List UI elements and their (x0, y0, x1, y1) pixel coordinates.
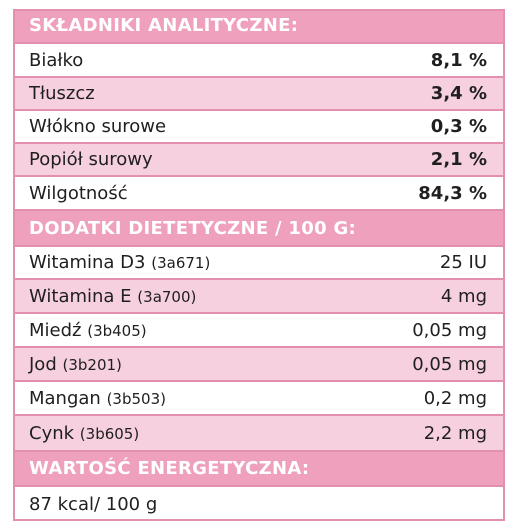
additive-code: (3b605) (79, 424, 140, 443)
analytical-header-label: SKŁADNIKI ANALITYCZNE: (29, 15, 299, 36)
row-value: 3,4 % (430, 83, 487, 104)
row-value: 4 mg (440, 285, 487, 307)
additive-code: (3a671) (151, 254, 211, 272)
row-value: 0,05 mg (412, 353, 487, 375)
additives-row-manganese: Mangan (3b503) 0,2 mg (13, 382, 505, 416)
analytical-row-protein: Białko 8,1 % (13, 44, 505, 78)
row-value: 0,05 mg (412, 319, 487, 341)
row-label: Witamina E (3a700) (29, 286, 196, 307)
additives-row-vitamin-e: Witamina E (3a700) 4 mg (13, 280, 505, 314)
additives-row-copper: Miedź (3b405) 0,05 mg (13, 314, 505, 348)
row-value: 2,1 % (430, 149, 487, 170)
additive-code: (3b405) (87, 321, 147, 340)
row-value: 2,2 mg (423, 422, 487, 444)
analytical-row-fibre: Włókno surowe 0,3 % (13, 111, 505, 144)
analytical-header: SKŁADNIKI ANALITYCZNE: (13, 9, 505, 44)
additive-name: Cynk (29, 422, 75, 444)
additive-code: (3b201) (62, 355, 122, 374)
energy-value: 87 kcal/ 100 g (29, 493, 158, 515)
row-value: 25 IU (439, 252, 487, 273)
row-label: Tłuszcz (29, 83, 95, 104)
energy-header-label: WARTOŚĆ ENERGETYCZNA: (29, 458, 310, 479)
analytical-row-moisture: Wilgotność 84,3 % (13, 177, 505, 211)
row-label: Mangan (3b503) (29, 388, 166, 409)
row-label: Cynk (3b605) (29, 423, 139, 444)
row-label: Witamina D3 (3a671) (29, 252, 210, 273)
additive-code: (3b503) (106, 389, 166, 408)
additive-name: Miedź (29, 319, 82, 341)
additives-row-zinc: Cynk (3b605) 2,2 mg (13, 416, 505, 452)
additive-name: Witamina D3 (29, 252, 146, 273)
additive-name: Witamina E (29, 285, 132, 307)
additive-name: Jod (29, 353, 57, 375)
analytical-row-ash: Popiół surowy 2,1 % (13, 144, 505, 177)
additives-row-iodine: Jod (3b201) 0,05 mg (13, 348, 505, 382)
analytical-row-fat: Tłuszcz 3,4 % (13, 78, 505, 111)
additive-code: (3a700) (137, 287, 197, 306)
nutrition-table: SKŁADNIKI ANALITYCZNE: Białko 8,1 % Tłus… (13, 9, 505, 521)
row-value: 0,3 % (430, 116, 487, 137)
row-label: Miedź (3b405) (29, 320, 147, 341)
energy-header: WARTOŚĆ ENERGETYCZNA: (13, 452, 505, 487)
additives-row-vitamin-d3: Witamina D3 (3a671) 25 IU (13, 247, 505, 280)
row-label: Wilgotność (29, 182, 128, 204)
additives-header: DODATKI DIETETYCZNE / 100 G: (13, 211, 505, 247)
row-label: Włókno surowe (29, 116, 167, 137)
additive-name: Mangan (29, 387, 101, 409)
row-value: 84,3 % (418, 182, 487, 204)
additives-header-label: DODATKI DIETETYCZNE / 100 G: (29, 217, 357, 239)
row-value: 8,1 % (430, 49, 487, 71)
energy-row: 87 kcal/ 100 g (13, 487, 505, 521)
row-label: Jod (3b201) (29, 354, 122, 375)
row-label: Białko (29, 49, 84, 71)
row-label: Popiół surowy (29, 149, 153, 170)
row-value: 0,2 mg (423, 387, 487, 409)
